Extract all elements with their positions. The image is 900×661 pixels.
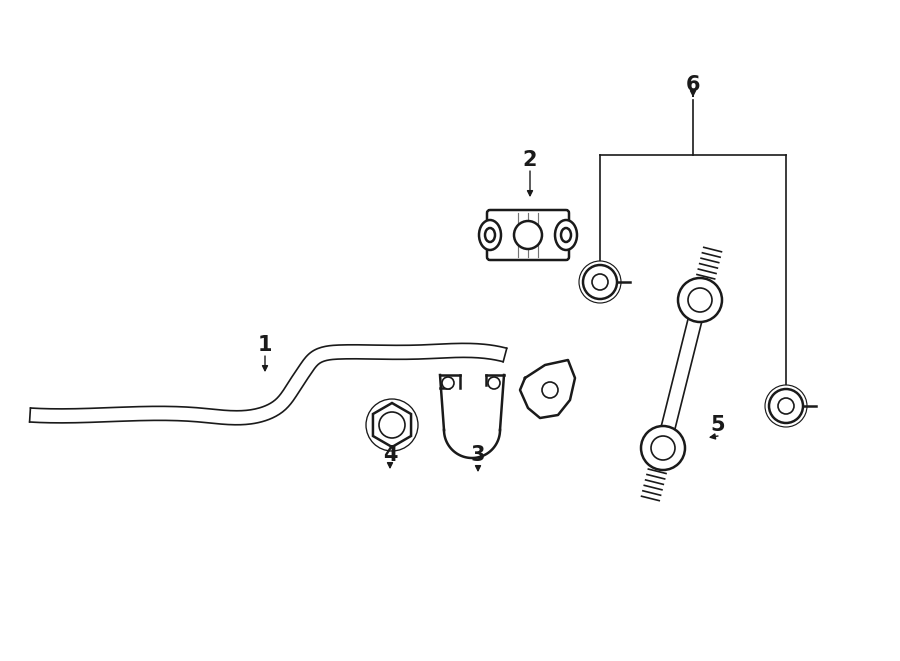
Ellipse shape (479, 220, 501, 250)
Circle shape (514, 221, 542, 249)
Ellipse shape (555, 220, 577, 250)
Polygon shape (373, 403, 411, 447)
Circle shape (583, 265, 617, 299)
Circle shape (366, 399, 418, 451)
Text: 2: 2 (523, 150, 537, 170)
Text: 3: 3 (471, 445, 485, 465)
Circle shape (542, 382, 558, 398)
Circle shape (641, 426, 685, 470)
Text: 6: 6 (686, 75, 700, 95)
Text: 1: 1 (257, 335, 272, 355)
Circle shape (488, 377, 500, 389)
Circle shape (778, 398, 794, 414)
Circle shape (769, 389, 803, 423)
Text: 4: 4 (382, 445, 397, 465)
Circle shape (651, 436, 675, 460)
Ellipse shape (485, 228, 495, 242)
Ellipse shape (561, 228, 571, 242)
Circle shape (379, 412, 405, 438)
Circle shape (678, 278, 722, 322)
Circle shape (592, 274, 608, 290)
Circle shape (765, 385, 807, 427)
Circle shape (579, 261, 621, 303)
Text: 5: 5 (711, 415, 725, 435)
Circle shape (442, 377, 454, 389)
FancyBboxPatch shape (487, 210, 569, 260)
Circle shape (688, 288, 712, 312)
